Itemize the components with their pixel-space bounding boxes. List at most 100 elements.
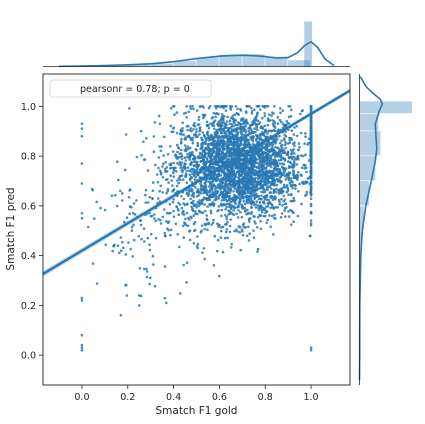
scatter-point [225, 215, 228, 219]
scatter-point [255, 200, 258, 203]
scatter-point [237, 173, 241, 176]
scatter-point [250, 206, 253, 210]
scatter-point [205, 120, 209, 124]
scatter-point [227, 213, 230, 216]
scatter-point [223, 167, 226, 171]
scatter-point [290, 223, 293, 226]
scatter-point [309, 165, 313, 168]
scatter-point [275, 183, 279, 187]
scatter-point [247, 211, 251, 215]
scatter-point [228, 174, 232, 177]
scatter-point [271, 119, 274, 122]
scatter-point [263, 208, 267, 211]
scatter-point [309, 348, 313, 352]
scatter-point [199, 105, 202, 108]
scatter-point [248, 157, 251, 161]
scatter-point [263, 176, 266, 179]
scatter-point [238, 157, 241, 161]
scatter-point [195, 128, 198, 131]
scatter-point [228, 182, 231, 185]
scatter-point [288, 136, 291, 140]
scatter-point [229, 108, 233, 111]
scatter-point [176, 179, 179, 182]
scatter-point [254, 188, 258, 191]
scatter-point [250, 136, 254, 140]
scatter-point [122, 246, 125, 250]
scatter-point [266, 117, 270, 120]
scatter-point [287, 177, 291, 180]
scatter-point [155, 173, 159, 176]
scatter-point [215, 133, 218, 137]
scatter-point [260, 176, 264, 179]
scatter-point [205, 196, 209, 200]
scatter-point [309, 117, 313, 120]
scatter-point [210, 160, 213, 164]
scatter-point [309, 146, 313, 150]
scatter-point [204, 223, 207, 227]
scatter-point [251, 156, 255, 160]
scatter-point [145, 275, 149, 279]
scatter-point [192, 164, 196, 168]
scatter-point [148, 211, 151, 215]
scatter-point [210, 184, 214, 188]
scatter-point [230, 242, 233, 246]
y-axis-ticks: 0.0 0.2 0.4 0.6 0.8 1.0 [21, 102, 43, 362]
scatter-point [124, 133, 128, 136]
y-tick-label: 1.0 [21, 102, 36, 113]
scatter-point [161, 176, 165, 179]
scatter-point [179, 166, 182, 169]
scatter-point [260, 197, 263, 201]
scatter-point [201, 150, 205, 153]
scatter-point [140, 154, 143, 157]
scatter-point [242, 191, 246, 194]
scatter-point [283, 170, 286, 173]
scatter-point [309, 346, 313, 350]
scatter-point [236, 123, 240, 127]
scatter-point [252, 185, 256, 189]
scatter-point [164, 235, 167, 238]
scatter-point [226, 173, 230, 177]
right-histogram-bar [359, 113, 379, 131]
scatter-point [220, 208, 224, 212]
scatter-point [218, 274, 221, 278]
scatter-point [237, 121, 240, 124]
scatter-point [248, 200, 252, 204]
scatter-point [154, 219, 158, 223]
scatter-point [190, 129, 193, 133]
scatter-point [259, 227, 263, 231]
scatter-point [181, 166, 185, 169]
scatter-point [206, 165, 210, 169]
scatter-point [237, 184, 241, 187]
scatter-point [164, 161, 167, 164]
scatter-point [273, 162, 277, 165]
scatter-point [182, 197, 186, 201]
scatter-point [234, 148, 238, 152]
scatter-point [231, 117, 235, 120]
scatter-point [304, 153, 307, 157]
scatter-point [309, 105, 313, 108]
scatter-point [292, 160, 296, 163]
top-marginal-kde-curve [58, 40, 335, 68]
scatter-point [172, 161, 175, 165]
scatter-point [161, 191, 164, 194]
scatter-point [235, 228, 238, 231]
scatter-point [255, 150, 258, 154]
scatter-point [192, 107, 195, 111]
scatter-point [192, 174, 196, 178]
scatter-point [203, 257, 206, 261]
scatter-point [194, 148, 198, 151]
scatter-point [309, 181, 313, 185]
right-marginal-kde-curve [358, 76, 384, 381]
scatter-point [227, 175, 230, 179]
scatter-point [244, 131, 248, 134]
scatter-point [230, 143, 233, 146]
scatter-point [285, 120, 289, 123]
scatter-point [232, 205, 236, 209]
scatter-point [281, 122, 285, 126]
scatter-point [198, 176, 201, 179]
scatter-point [188, 105, 192, 108]
scatter-point [213, 131, 217, 134]
scatter-point [230, 148, 234, 151]
x-tick-label: 0.8 [258, 392, 273, 403]
scatter-point [228, 122, 232, 125]
